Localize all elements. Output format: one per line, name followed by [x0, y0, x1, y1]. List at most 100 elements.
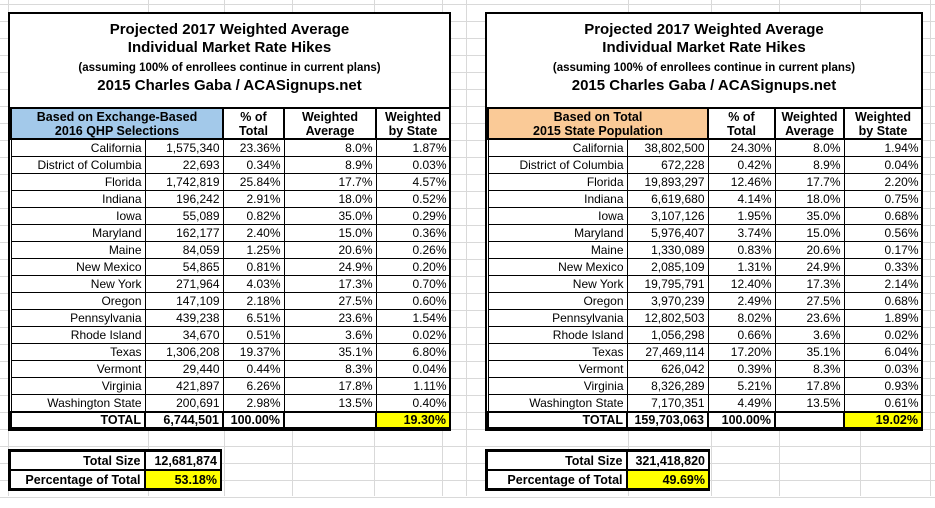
cell-pct-of-total[interactable]: 0.66%	[707, 326, 776, 344]
cell-population[interactable]: 12,802,503	[626, 309, 709, 327]
column-header-basis[interactable]: Based on Total 2015 State Population	[487, 107, 709, 140]
cell-pct-of-total[interactable]: 2.98%	[222, 394, 285, 413]
column-header-weighted-by-state[interactable]: Weighted by State	[375, 107, 451, 140]
cell-state-name[interactable]: Texas	[10, 343, 146, 361]
cell-enrollment[interactable]: 34,670	[144, 326, 224, 344]
cell-weighted-by-state[interactable]: 0.75%	[843, 190, 923, 208]
total-enrollment[interactable]: 6,744,501	[144, 411, 224, 429]
cell-weighted-average[interactable]: 23.6%	[774, 309, 845, 327]
cell-state-name[interactable]: Rhode Island	[10, 326, 146, 344]
cell-pct-of-total[interactable]: 24.30%	[707, 138, 776, 157]
cell-weighted-by-state[interactable]: 0.61%	[843, 394, 923, 413]
cell-weighted-average[interactable]: 3.6%	[774, 326, 845, 344]
cell-weighted-average[interactable]: 8.3%	[774, 360, 845, 378]
cell-weighted-by-state[interactable]: 0.02%	[843, 326, 923, 344]
percentage-of-total-value[interactable]: 53.18%	[144, 469, 221, 489]
cell-weighted-average[interactable]: 15.0%	[283, 224, 377, 242]
cell-state-name[interactable]: Oregon	[10, 292, 146, 310]
cell-state-name[interactable]: Pennsylvania	[10, 309, 146, 327]
cell-weighted-by-state[interactable]: 1.87%	[375, 138, 451, 157]
cell-weighted-by-state[interactable]: 0.52%	[375, 190, 451, 208]
cell-weighted-by-state[interactable]: 0.02%	[375, 326, 451, 344]
cell-weighted-by-state[interactable]: 0.03%	[843, 360, 923, 378]
cell-enrollment[interactable]: 1,742,819	[144, 173, 224, 191]
cell-pct-of-total[interactable]: 2.40%	[222, 224, 285, 242]
cell-weighted-average[interactable]: 8.0%	[283, 138, 377, 157]
column-header-weighted-by-state[interactable]: Weighted by State	[843, 107, 923, 140]
cell-enrollment[interactable]: 22,693	[144, 156, 224, 174]
cell-weighted-by-state[interactable]: 0.04%	[843, 156, 923, 174]
cell-state-name[interactable]: District of Columbia	[10, 156, 146, 174]
cell-state-name[interactable]: Indiana	[487, 190, 628, 208]
cell-state-name[interactable]: Washington State	[487, 394, 628, 413]
cell-state-name[interactable]: Maryland	[10, 224, 146, 242]
cell-weighted-by-state[interactable]: 0.33%	[843, 258, 923, 276]
percentage-of-total-label[interactable]: Percentage of Total	[10, 469, 146, 489]
cell-pct-of-total[interactable]: 12.46%	[707, 173, 776, 191]
cell-weighted-average[interactable]: 17.8%	[283, 377, 377, 395]
cell-weighted-average[interactable]: 8.3%	[283, 360, 377, 378]
cell-pct-of-total[interactable]: 4.03%	[222, 275, 285, 293]
cell-weighted-by-state[interactable]: 0.68%	[843, 292, 923, 310]
cell-weighted-average[interactable]: 17.8%	[774, 377, 845, 395]
cell-weighted-by-state[interactable]: 0.26%	[375, 241, 451, 259]
total-weighted-average[interactable]	[283, 411, 377, 429]
cell-weighted-average[interactable]: 17.3%	[283, 275, 377, 293]
cell-enrollment[interactable]: 421,897	[144, 377, 224, 395]
cell-weighted-average[interactable]: 13.5%	[283, 394, 377, 413]
total-weighted-average[interactable]	[774, 411, 845, 429]
cell-weighted-by-state[interactable]: 0.68%	[843, 207, 923, 225]
cell-weighted-by-state[interactable]: 0.40%	[375, 394, 451, 413]
cell-weighted-average[interactable]: 35.1%	[774, 343, 845, 361]
cell-state-name[interactable]: Maryland	[487, 224, 628, 242]
cell-weighted-by-state[interactable]: 0.56%	[843, 224, 923, 242]
cell-weighted-by-state[interactable]: 0.17%	[843, 241, 923, 259]
cell-weighted-by-state[interactable]: 0.60%	[375, 292, 451, 310]
cell-population[interactable]: 3,970,239	[626, 292, 709, 310]
cell-pct-of-total[interactable]: 23.36%	[222, 138, 285, 157]
cell-state-name[interactable]: New York	[10, 275, 146, 293]
total-label[interactable]: TOTAL	[487, 411, 628, 429]
cell-weighted-average[interactable]: 8.9%	[283, 156, 377, 174]
column-header-weighted-average[interactable]: Weighted Average	[283, 107, 377, 140]
cell-weighted-average[interactable]: 23.6%	[283, 309, 377, 327]
column-header-pct-of-total[interactable]: % of Total	[222, 107, 285, 140]
cell-enrollment[interactable]: 1,575,340	[144, 138, 224, 157]
cell-state-name[interactable]: New Mexico	[487, 258, 628, 276]
cell-enrollment[interactable]: 84,059	[144, 241, 224, 259]
cell-population[interactable]: 626,042	[626, 360, 709, 378]
cell-weighted-average[interactable]: 8.9%	[774, 156, 845, 174]
cell-population[interactable]: 3,107,126	[626, 207, 709, 225]
cell-weighted-by-state[interactable]: 0.03%	[375, 156, 451, 174]
cell-population[interactable]: 6,619,680	[626, 190, 709, 208]
cell-weighted-average[interactable]: 35.0%	[283, 207, 377, 225]
total-weighted-by-state[interactable]: 19.02%	[843, 411, 923, 429]
cell-state-name[interactable]: Virginia	[487, 377, 628, 395]
cell-weighted-average[interactable]: 15.0%	[774, 224, 845, 242]
cell-weighted-average[interactable]: 18.0%	[283, 190, 377, 208]
cell-state-name[interactable]: Texas	[487, 343, 628, 361]
cell-weighted-by-state[interactable]: 1.89%	[843, 309, 923, 327]
cell-enrollment[interactable]: 271,964	[144, 275, 224, 293]
cell-weighted-average[interactable]: 27.5%	[774, 292, 845, 310]
cell-pct-of-total[interactable]: 2.18%	[222, 292, 285, 310]
cell-weighted-average[interactable]: 24.9%	[774, 258, 845, 276]
cell-pct-of-total[interactable]: 4.49%	[707, 394, 776, 413]
cell-weighted-by-state[interactable]: 2.14%	[843, 275, 923, 293]
cell-state-name[interactable]: Indiana	[10, 190, 146, 208]
cell-enrollment[interactable]: 55,089	[144, 207, 224, 225]
cell-state-name[interactable]: Maine	[487, 241, 628, 259]
cell-population[interactable]: 19,795,791	[626, 275, 709, 293]
cell-state-name[interactable]: Pennsylvania	[487, 309, 628, 327]
cell-pct-of-total[interactable]: 1.31%	[707, 258, 776, 276]
cell-pct-of-total[interactable]: 1.25%	[222, 241, 285, 259]
cell-state-name[interactable]: New York	[487, 275, 628, 293]
cell-weighted-by-state[interactable]: 1.94%	[843, 138, 923, 157]
total-size-label[interactable]: Total Size	[10, 451, 146, 471]
cell-weighted-average[interactable]: 17.7%	[283, 173, 377, 191]
cell-population[interactable]: 672,228	[626, 156, 709, 174]
cell-pct-of-total[interactable]: 17.20%	[707, 343, 776, 361]
cell-state-name[interactable]: Vermont	[10, 360, 146, 378]
cell-pct-of-total[interactable]: 12.40%	[707, 275, 776, 293]
cell-weighted-by-state[interactable]: 6.80%	[375, 343, 451, 361]
